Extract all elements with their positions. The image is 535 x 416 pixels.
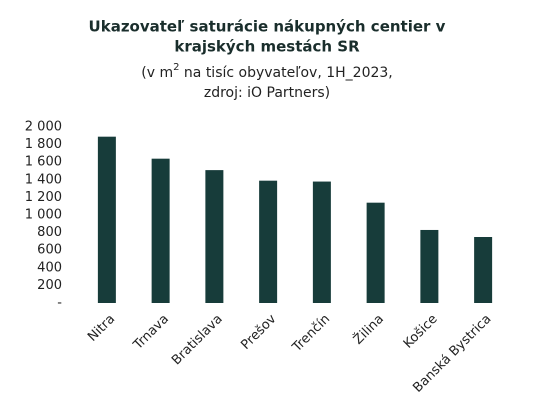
y-tick-label: 2 000 [25, 120, 62, 135]
subtitle-part: (v m [141, 65, 173, 81]
bar [259, 180, 278, 303]
bar [366, 202, 385, 303]
y-tick-label: 800 [37, 225, 62, 240]
subtitle-sup: 2 [173, 62, 179, 73]
x-tick-label: Košice [401, 312, 441, 352]
y-tick-label: 1 000 [25, 208, 62, 223]
bar [420, 229, 439, 303]
y-tick-label: 400 [37, 260, 62, 275]
y-tick-label: 200 [37, 278, 62, 293]
x-tick-label: Bratislava [169, 312, 226, 369]
y-tick-label: 1 600 [25, 155, 62, 170]
y-tick-label: 600 [37, 243, 62, 258]
subtitle-part: na tisíc obyvateľov, 1H_2023, [179, 65, 392, 81]
x-tick-label: Prešov [238, 311, 279, 352]
x-tick-label: Trenčín [289, 312, 333, 356]
bar [97, 136, 116, 303]
y-tick-label: 1 400 [25, 172, 62, 187]
y-tick-label: 1 200 [25, 190, 62, 205]
chart-subtitle: (v m2 na tisíc obyvateľov, 1H_2023, [141, 62, 393, 81]
bar [474, 237, 493, 303]
x-tick-label: Trnava [130, 312, 172, 354]
y-tick-label: 1 800 [25, 137, 62, 152]
x-tick-label: Nitra [85, 312, 118, 345]
bar [312, 181, 331, 303]
bar [151, 158, 170, 303]
chart-title: Ukazovateľ saturácie nákupných centier v [89, 18, 446, 36]
bar [205, 170, 224, 303]
y-tick-label: - [57, 296, 62, 311]
chart-subtitle: zdroj: iO Partners) [204, 85, 330, 101]
chart-title: krajských mestách SR [174, 38, 360, 56]
x-tick-label: Žilina [350, 311, 387, 348]
